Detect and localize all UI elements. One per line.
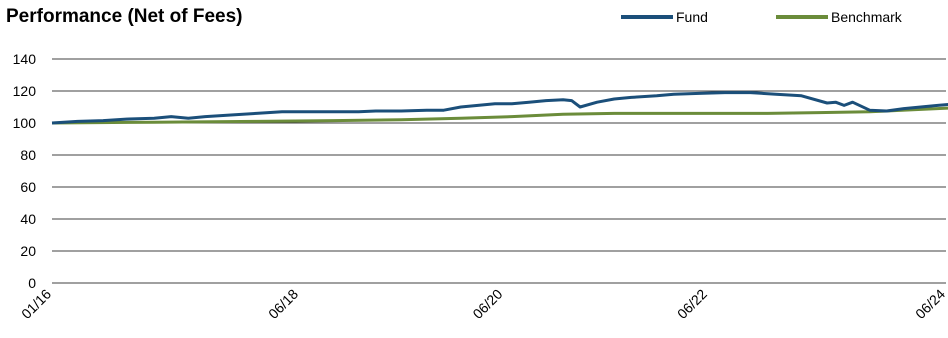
x-axis-ticks: 01/16 06/18 06/20 06/22 06/24: [18, 286, 948, 322]
y-tick-label: 100: [13, 115, 37, 131]
legend-label-benchmark: Benchmark: [831, 9, 902, 25]
series-line-fund: [51, 91, 948, 125]
chart-title: Performance (Net of Fees): [6, 6, 243, 27]
y-tick-label: 60: [20, 179, 36, 195]
x-tick-label: 06/22: [674, 286, 710, 322]
y-axis-ticks: 0 20 40 60 80 100 120 140: [13, 51, 37, 291]
x-tick-label: 01/16: [18, 286, 54, 322]
series-lines: [51, 91, 948, 125]
series-line-benchmark: [51, 106, 948, 125]
y-tick-label: 40: [20, 211, 36, 227]
legend-item-fund: Fund: [621, 9, 708, 25]
chart-legend: Fund Benchmark: [0, 9, 948, 29]
y-tick-label: 120: [13, 83, 37, 99]
y-tick-label: 20: [20, 243, 36, 259]
legend-swatch-benchmark: [776, 15, 828, 19]
x-tick-label: 06/24: [912, 286, 948, 322]
y-tick-label: 0: [28, 275, 36, 291]
y-tick-label: 80: [20, 147, 36, 163]
x-tick-label: 06/20: [469, 286, 505, 322]
legend-swatch-fund: [621, 15, 673, 19]
legend-item-benchmark: Benchmark: [776, 9, 902, 25]
x-tick-label: 06/18: [265, 286, 301, 322]
grid-lines: [52, 58, 946, 284]
legend-label-fund: Fund: [676, 9, 708, 25]
y-tick-label: 140: [13, 51, 37, 67]
